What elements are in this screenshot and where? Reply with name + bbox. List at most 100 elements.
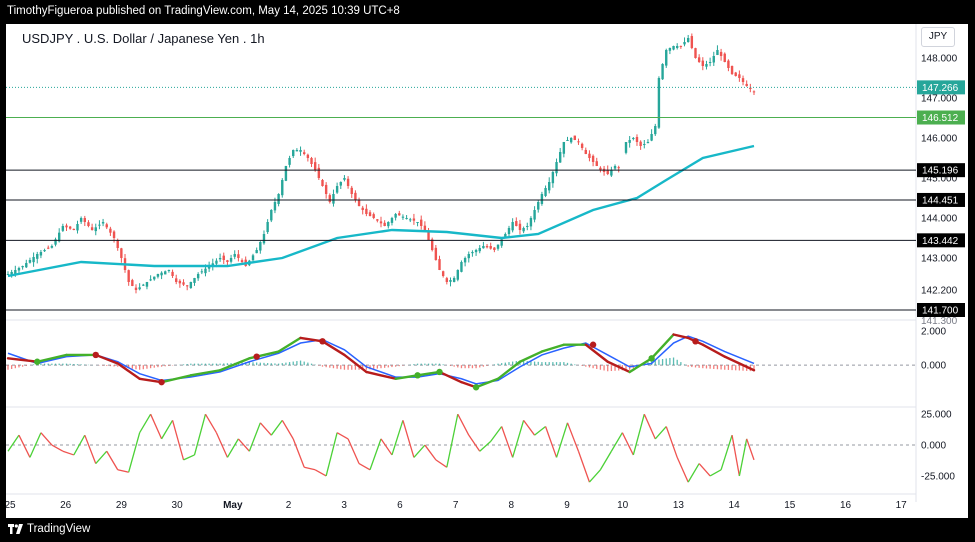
candle-body <box>708 62 712 63</box>
oscillator-fast-line <box>606 360 631 374</box>
momentum-line <box>738 438 748 477</box>
candle-body <box>738 74 741 78</box>
oscillator-fast-line <box>94 353 119 365</box>
candle-body <box>741 78 745 82</box>
level-price-label: 143.442 <box>922 236 959 247</box>
oscillator-fast-line <box>584 343 609 363</box>
candle-body <box>350 187 353 194</box>
oscillator-tick-label: 2.000 <box>921 327 946 338</box>
candle-body <box>719 51 723 56</box>
momentum-line <box>654 426 667 440</box>
candle-body <box>591 155 595 162</box>
momentum-line <box>314 469 327 477</box>
candle-body <box>522 228 525 232</box>
candle-body <box>690 36 694 48</box>
oscillator-cross-dot <box>34 358 41 365</box>
time-axis-label: 2 <box>286 500 292 511</box>
candle-body <box>420 219 423 226</box>
momentum-line <box>7 434 20 452</box>
momentum-line <box>523 419 536 436</box>
momentum-line <box>731 435 741 477</box>
momentum-tick-label: -25.000 <box>921 471 955 482</box>
momentum-line <box>281 420 294 440</box>
candle-body <box>500 239 503 246</box>
candle-body <box>39 252 43 256</box>
candle-body <box>368 212 372 216</box>
candle-body <box>229 258 233 262</box>
momentum-line <box>51 444 64 452</box>
momentum-line <box>709 469 722 477</box>
momentum-line <box>446 414 459 468</box>
candle-body <box>610 170 613 176</box>
oscillator-fast-line <box>116 362 141 380</box>
currency-badge[interactable]: JPY <box>921 27 955 47</box>
candle-body <box>138 287 141 290</box>
candle-body <box>584 149 587 154</box>
candle-body <box>215 260 218 264</box>
momentum-line <box>676 457 689 483</box>
candle-body <box>493 247 496 250</box>
chart-svg[interactable]: 142.200 143.000 144.000 145.000 146.000 147.0… <box>4 24 968 518</box>
candle-body <box>533 210 536 220</box>
momentum-line <box>490 426 503 442</box>
oscillator-cross-dot <box>472 384 480 391</box>
tradingview-logo-icon <box>8 524 23 534</box>
footer-bar: TradingView <box>0 518 975 542</box>
candle-body <box>430 239 434 250</box>
oscillator-fast-line <box>701 343 726 358</box>
oscillator-fast-line <box>160 374 193 384</box>
candle-body <box>460 262 463 272</box>
candle-body <box>390 218 394 223</box>
oscillator-tick-label: 0.000 <box>921 361 946 372</box>
candle-body <box>580 143 584 148</box>
momentum-line <box>588 469 601 483</box>
candle-body <box>36 254 39 259</box>
candle-body <box>200 271 204 273</box>
candle-body <box>548 182 551 191</box>
momentum-line <box>183 454 195 461</box>
time-axis-label: 14 <box>729 500 741 511</box>
level-price-tag <box>917 233 965 248</box>
tradingview-logo[interactable]: TradingView <box>8 523 90 535</box>
candle-body <box>427 230 430 240</box>
time-axis-label: 16 <box>840 500 852 511</box>
candle-body <box>142 284 145 286</box>
oscillator-cross-dot <box>589 341 597 348</box>
candle-body <box>346 178 350 186</box>
momentum-line <box>161 420 174 440</box>
candle-body <box>237 254 240 258</box>
candle-body <box>317 167 321 178</box>
oscillator-fast-line <box>138 377 163 384</box>
candle-body <box>310 158 313 164</box>
candle-body <box>270 210 273 221</box>
oscillator-fast-line <box>365 370 397 380</box>
level-price-label: 146.512 <box>922 113 959 124</box>
candle-body <box>394 214 397 218</box>
candle-body <box>61 226 65 231</box>
chart-area[interactable]: 142.200 143.000 144.000 145.000 146.000 147.0… <box>4 24 968 518</box>
candle-body <box>76 224 79 231</box>
footer-logo-text: TradingView <box>27 523 91 535</box>
candle-body <box>185 285 189 287</box>
candle-body <box>504 234 507 239</box>
candle-body <box>441 271 445 276</box>
candle-body <box>672 46 675 50</box>
level-price-label: 144.451 <box>922 195 959 206</box>
candle-body <box>357 199 361 206</box>
candle-body <box>321 179 324 186</box>
candle-body <box>167 270 171 271</box>
oscillator-cross-dot <box>253 353 260 360</box>
oscillator-fast-line <box>650 333 675 360</box>
level-price-label: 145.196 <box>922 166 959 177</box>
momentum-line <box>746 438 755 461</box>
candle-body <box>445 278 449 282</box>
momentum-line <box>150 413 163 440</box>
candle-body <box>646 142 650 144</box>
time-axis-label: 10 <box>617 500 629 511</box>
momentum-line <box>687 463 700 483</box>
candle-body <box>335 186 339 193</box>
oscillator-cross-dot <box>319 338 326 345</box>
candle-body <box>134 287 138 290</box>
candle-body <box>14 270 17 275</box>
candle-body <box>295 150 299 152</box>
